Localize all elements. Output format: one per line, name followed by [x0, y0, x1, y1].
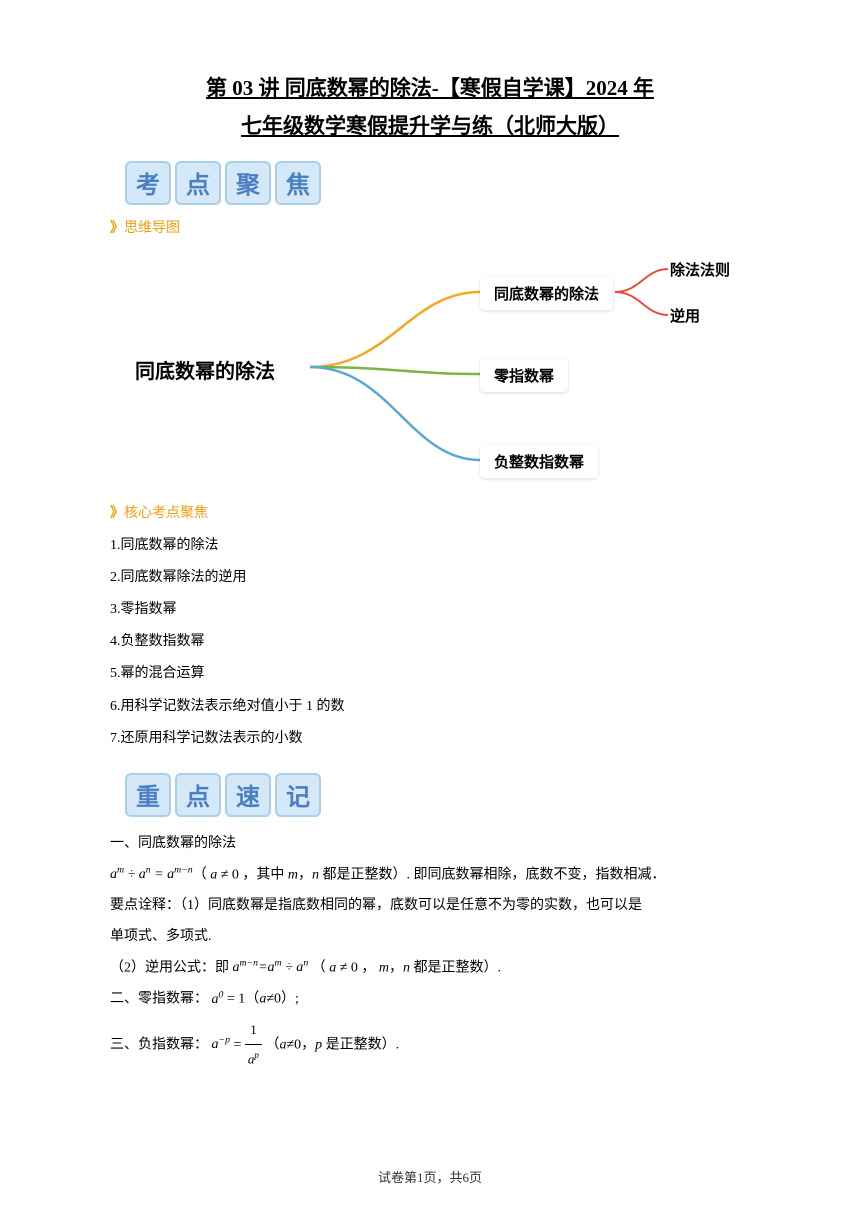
chevron-icon: 》 [110, 221, 124, 236]
badge-su: 速 [225, 773, 271, 817]
list-item: 1.同底数幂的除法 [110, 530, 750, 562]
focus-list: 1.同底数幂的除法 2.同底数幂除法的逆用 3.零指数幂 4.负整数指数幂 5.… [110, 530, 750, 755]
badge-dian2: 点 [175, 773, 221, 817]
note-heading-1: 一、同底数幂的除法 [110, 829, 750, 860]
title-line2: 七年级数学寒假提升学与练（北师大版） [241, 114, 619, 138]
note-formula-2: （2）逆用公式：即 am−n=am ÷ an （ a ≠ 0 ， m，n 都是正… [110, 953, 750, 984]
list-item: 6.用科学记数法表示绝对值小于 1 的数 [110, 691, 750, 723]
list-item: 7.还原用科学记数法表示的小数 [110, 723, 750, 755]
page-title: 第 03 讲 同底数幂的除法-【寒假自学课】2024 年 七年级数学寒假提升学与… [110, 70, 750, 146]
title-line1: 第 03 讲 同底数幂的除法-【寒假自学课】2024 年 [206, 76, 654, 100]
section-focus-marker: 》核心考点聚焦 [110, 502, 750, 522]
badge-kao: 考 [125, 161, 171, 205]
list-item: 5.幂的混合运算 [110, 658, 750, 690]
badge-ju: 聚 [225, 161, 271, 205]
mindmap: 同底数幂的除法 同底数幂的除法 零指数幂 负整数指数幂 除法法则 逆用 [110, 247, 750, 497]
badge-zhong: 重 [125, 773, 171, 817]
note-formula-1: am ÷ an = am−n（ a ≠ 0 ，其中 m，n 都是正整数）. 即同… [110, 860, 750, 891]
mindmap-node-negative: 负整数指数幂 [480, 445, 598, 478]
notes-section: 一、同底数幂的除法 am ÷ an = am−n（ a ≠ 0 ，其中 m，n … [110, 829, 750, 1074]
note-heading-3: 三、负指数幂： a−p = 1ap （a≠0，p 是正整数）. [110, 1016, 750, 1075]
list-item: 3.零指数幂 [110, 594, 750, 626]
list-item: 4.负整数指数幂 [110, 626, 750, 658]
mindmap-node-division: 同底数幂的除法 [480, 277, 613, 310]
note-explain-2: 单项式、多项式. [110, 922, 750, 953]
note-heading-2: 二、零指数幂： a0 = 1（a≠0）; [110, 984, 750, 1015]
badge-dian: 点 [175, 161, 221, 205]
mindmap-node-zero: 零指数幂 [480, 359, 568, 392]
badge-jiao: 焦 [275, 161, 321, 205]
badge-row-notes: 重 点 速 记 [125, 773, 750, 817]
section-mindmap-marker: 》思维导图 [110, 217, 750, 237]
note-explain-1: 要点诠释：（1）同底数幂是指底数相同的幂，底数可以是任意不为零的实数，也可以是 [110, 891, 750, 922]
mindmap-leaf-rule: 除法法则 [670, 259, 730, 280]
list-item: 2.同底数幂除法的逆用 [110, 562, 750, 594]
mindmap-leaf-reverse: 逆用 [670, 305, 700, 326]
page-footer: 试卷第1页，共6页 [0, 1167, 860, 1186]
chevron-icon: 》 [110, 506, 124, 521]
badge-row-focus: 考 点 聚 焦 [125, 161, 750, 205]
mindmap-root: 同底数幂的除法 [135, 355, 275, 384]
badge-ji: 记 [275, 773, 321, 817]
